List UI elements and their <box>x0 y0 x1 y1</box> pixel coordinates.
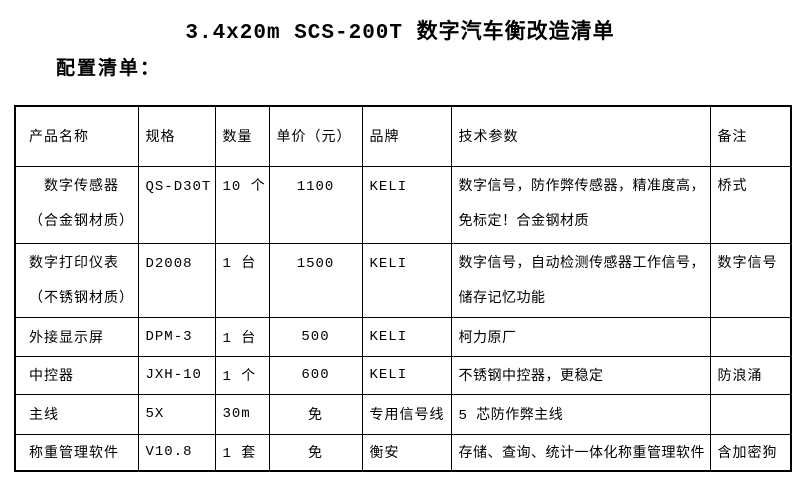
table-header-row: 产品名称 规格 数量 单价（元） 品牌 技术参数 备注 <box>14 105 792 167</box>
cell-unit-price: 600 <box>268 355 363 395</box>
column-header-product: 产品名称 <box>14 105 139 167</box>
column-header-note: 备注 <box>709 105 792 167</box>
cell-product-name: 主线 <box>14 393 139 435</box>
cell-brand: KELI <box>361 316 452 357</box>
table-row-weighing-software: 称重管理软件 V10.8 1 套 免 衡安 存储、查询、统计一体化称重管理软件 … <box>14 433 792 472</box>
table-row-digital-sensor: 数字传感器 （合金钢材质） QS-D30T 10 个 1100 KELI 数字信… <box>14 165 792 244</box>
cell-qty: 1 套 <box>214 433 270 472</box>
table-row-digital-printer-indicator: 数字打印仪表 （不锈钢材质） D2008 1 台 1500 KELI 数字信号，… <box>14 242 792 318</box>
cell-qty: 1 个 <box>214 355 270 395</box>
page-title: 3.4x20m SCS-200T 数字汽车衡改造清单 <box>185 22 615 45</box>
cell-tech-params: 柯力原厂 <box>450 316 711 357</box>
cell-spec: JXH-10 <box>137 355 216 395</box>
table-row-main-cable: 主线 5X 30m 免 专用信号线 5 芯防作弊主线 <box>14 393 792 435</box>
cell-note: 防浪涌 <box>709 355 792 395</box>
cell-qty: 10 个 <box>214 165 270 244</box>
cell-tech-params: 不锈钢中控器，更稳定 <box>450 355 711 395</box>
cell-product-name: 外接显示屏 <box>14 316 139 357</box>
cell-qty: 30m <box>214 393 270 435</box>
cell-unit-price: 1500 <box>268 242 363 318</box>
cell-product-name: 数字传感器 （合金钢材质） <box>14 165 139 244</box>
cell-note <box>709 316 792 357</box>
cell-note <box>709 393 792 435</box>
cell-brand: KELI <box>361 242 452 318</box>
cell-product-name: 中控器 <box>14 355 139 395</box>
cell-brand: 专用信号线 <box>361 393 452 435</box>
cell-spec: QS-D30T <box>137 165 216 244</box>
cell-tech-params: 存储、查询、统计一体化称重管理软件 <box>450 433 711 472</box>
cell-note: 含加密狗 <box>709 433 792 472</box>
cell-product-name: 数字打印仪表 （不锈钢材质） <box>14 242 139 318</box>
cell-tech-params: 5 芯防作弊主线 <box>450 393 711 435</box>
cell-spec: 5X <box>137 393 216 435</box>
cell-product-name: 称重管理软件 <box>14 433 139 472</box>
cell-unit-price: 免 <box>268 393 363 435</box>
cell-spec: DPM-3 <box>137 316 216 357</box>
column-header-brand: 品牌 <box>361 105 452 167</box>
cell-brand: 衡安 <box>361 433 452 472</box>
cell-note: 桥式 <box>709 165 792 244</box>
cell-unit-price: 1100 <box>268 165 363 244</box>
cell-note: 数字信号 <box>709 242 792 318</box>
column-header-spec: 规格 <box>137 105 216 167</box>
cell-spec: V10.8 <box>137 433 216 472</box>
cell-brand: KELI <box>361 355 452 395</box>
cell-qty: 1 台 <box>214 242 270 318</box>
cell-unit-price: 免 <box>268 433 363 472</box>
cell-tech-params: 数字信号，防作弊传感器，精准度高， 免标定！合金钢材质 <box>450 165 711 244</box>
cell-tech-params: 数字信号，自动检测传感器工作信号， 储存记忆功能 <box>450 242 711 318</box>
table-row-central-controller: 中控器 JXH-10 1 个 600 KELI 不锈钢中控器，更稳定 防浪涌 <box>14 355 792 395</box>
column-header-tech-params: 技术参数 <box>450 105 711 167</box>
cell-spec: D2008 <box>137 242 216 318</box>
table-row-external-display: 外接显示屏 DPM-3 1 台 500 KELI 柯力原厂 <box>14 316 792 357</box>
cell-qty: 1 台 <box>214 316 270 357</box>
config-list-label: 配置清单： <box>56 58 162 80</box>
cell-unit-price: 500 <box>268 316 363 357</box>
column-header-unit-price: 单价（元） <box>268 105 363 167</box>
cell-brand: KELI <box>361 165 452 244</box>
config-table: 产品名称 规格 数量 单价（元） 品牌 技术参数 备注 数字传感器 （合金钢材质… <box>14 105 792 472</box>
column-header-qty: 数量 <box>214 105 270 167</box>
